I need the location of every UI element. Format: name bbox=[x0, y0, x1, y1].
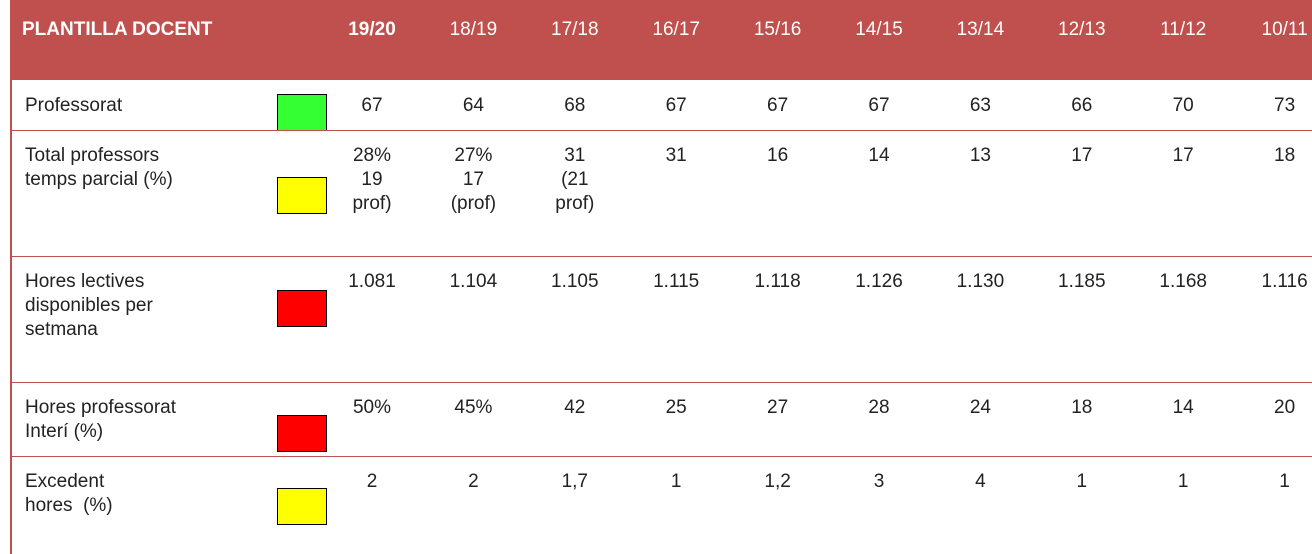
cell-value: 2 bbox=[468, 471, 479, 492]
year-header: 12/13 bbox=[1058, 19, 1106, 40]
cell-value: 28% 19 prof) bbox=[352, 145, 392, 214]
cell-value: 31 (21 prof) bbox=[555, 145, 595, 214]
cell-value: 63 bbox=[969, 95, 991, 116]
cell-value: 1 bbox=[1279, 471, 1290, 492]
cell-value: 67 bbox=[767, 95, 789, 116]
cell-value: 14 bbox=[868, 145, 890, 166]
cell-value: 73 bbox=[1274, 95, 1296, 116]
cell-value: 1.118 bbox=[754, 271, 801, 292]
year-header: 11/12 bbox=[1160, 19, 1207, 40]
table-title: PLANTILLA DOCENT bbox=[22, 19, 213, 40]
row-separator bbox=[10, 456, 1312, 457]
cell-value: 1.168 bbox=[1159, 271, 1207, 292]
cell-value: 13 bbox=[969, 145, 991, 166]
row-separator bbox=[10, 130, 1312, 131]
row-label: Professorat bbox=[25, 95, 123, 116]
cell-value: 66 bbox=[1071, 95, 1093, 116]
year-header: 19/20 bbox=[348, 19, 396, 40]
cell-value: 67 bbox=[361, 95, 383, 116]
year-header: 17/18 bbox=[551, 19, 599, 40]
year-header: 14/15 bbox=[855, 19, 903, 40]
left-border bbox=[10, 0, 12, 554]
cell-value: 20 bbox=[1274, 397, 1296, 418]
cell-value: 2 bbox=[366, 471, 378, 492]
row-label: Total professors temps parcial (%) bbox=[25, 145, 173, 190]
row-label: Hores lectives disponibles per setmana bbox=[25, 271, 153, 340]
header-band bbox=[10, 0, 1312, 80]
cell-value: 1.104 bbox=[449, 271, 498, 292]
indicator bbox=[277, 415, 327, 452]
indicator bbox=[277, 488, 327, 525]
cell-value: 1.105 bbox=[551, 271, 599, 292]
cell-value: 24 bbox=[969, 397, 991, 418]
cell-value: 45% bbox=[454, 397, 493, 418]
cell-value: 4 bbox=[975, 471, 986, 492]
year-header: 18/19 bbox=[449, 19, 498, 40]
cell-value: 1,7 bbox=[561, 471, 588, 492]
cell-value: 27% 17 (prof) bbox=[450, 145, 497, 214]
cell-value: 17 bbox=[1172, 145, 1194, 166]
year-header: 13/14 bbox=[956, 19, 1005, 40]
cell-value: 67 bbox=[868, 95, 890, 116]
cell-value: 17 bbox=[1071, 145, 1093, 166]
indicator bbox=[277, 177, 327, 214]
cell-value: 1.115 bbox=[653, 271, 700, 292]
year-header: 15/16 bbox=[753, 19, 802, 40]
cell-value: 1.116 bbox=[1261, 271, 1308, 292]
cell-value: 50% bbox=[352, 397, 392, 418]
cell-value: 18 bbox=[1274, 145, 1296, 166]
cell-value: 1.185 bbox=[1058, 271, 1106, 292]
cell-value: 1.130 bbox=[956, 271, 1005, 292]
cell-value: 28 bbox=[868, 397, 890, 418]
indicator bbox=[277, 94, 327, 131]
cell-value: 14 bbox=[1172, 397, 1194, 418]
cell-value: 1 bbox=[1076, 471, 1088, 492]
row-label: Excedent hores (%) bbox=[25, 471, 113, 516]
cell-value: 3 bbox=[873, 471, 885, 492]
year-header: 16/17 bbox=[652, 19, 700, 40]
cell-value: 42 bbox=[564, 397, 586, 418]
cell-value: 1,2 bbox=[764, 471, 791, 492]
row-label: Hores professorat Interí (%) bbox=[25, 397, 177, 442]
year-header: 10/11 bbox=[1261, 19, 1308, 40]
cell-value: 25 bbox=[665, 397, 687, 418]
row-separator bbox=[10, 382, 1312, 383]
cell-value: 18 bbox=[1071, 397, 1093, 418]
cell-value: 70 bbox=[1172, 95, 1194, 116]
cell-value: 1 bbox=[1177, 471, 1189, 492]
cell-value: 68 bbox=[564, 95, 586, 116]
cell-value: 1 bbox=[670, 471, 682, 492]
cell-value: 67 bbox=[665, 95, 687, 116]
cell-value: 1.081 bbox=[348, 271, 396, 292]
cell-value: 1.126 bbox=[855, 271, 903, 292]
cell-value: 64 bbox=[462, 95, 484, 116]
row-separator bbox=[10, 256, 1312, 257]
cell-value: 27 bbox=[767, 397, 789, 418]
indicator bbox=[277, 290, 327, 327]
cell-value: 16 bbox=[767, 145, 789, 166]
cell-value: 31 bbox=[665, 145, 687, 166]
